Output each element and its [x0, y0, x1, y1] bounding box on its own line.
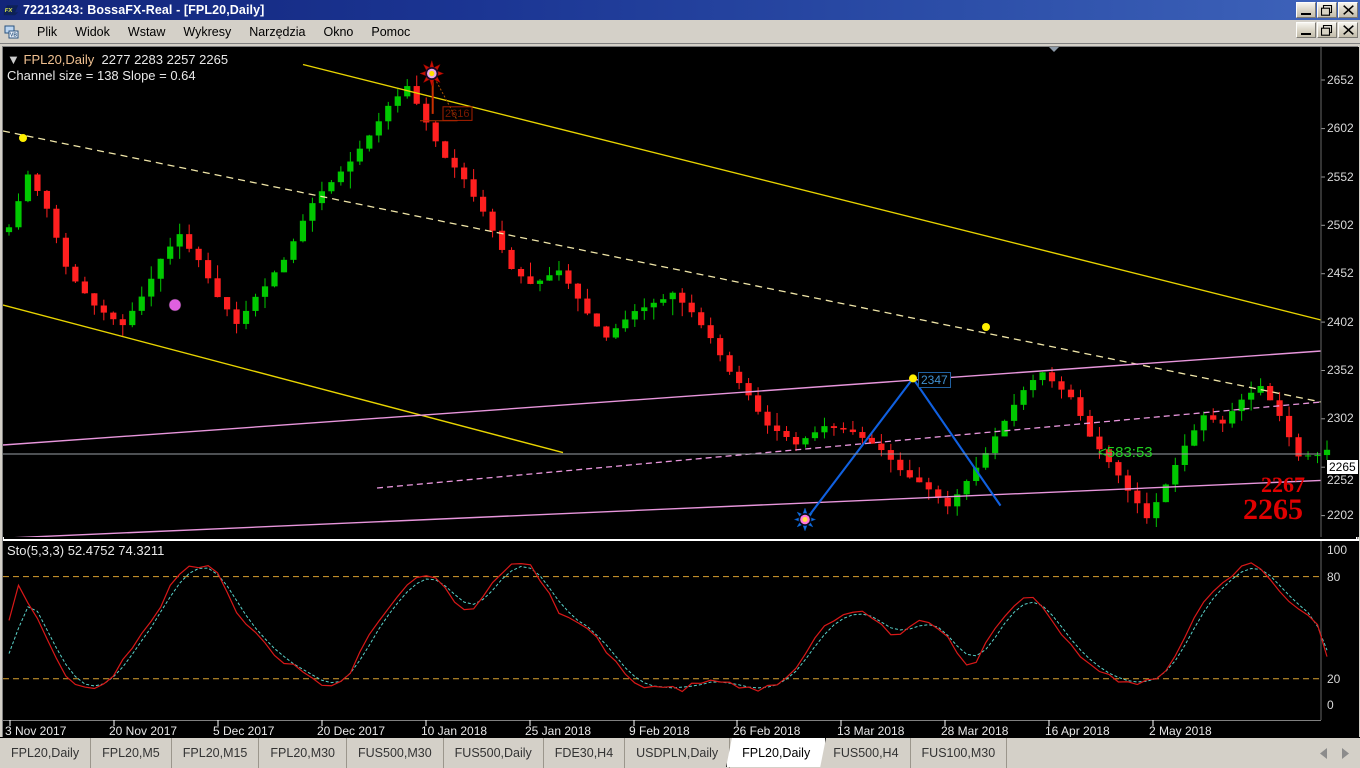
svg-text:VB: VB — [10, 32, 17, 38]
svg-text:FX: FX — [4, 8, 13, 14]
